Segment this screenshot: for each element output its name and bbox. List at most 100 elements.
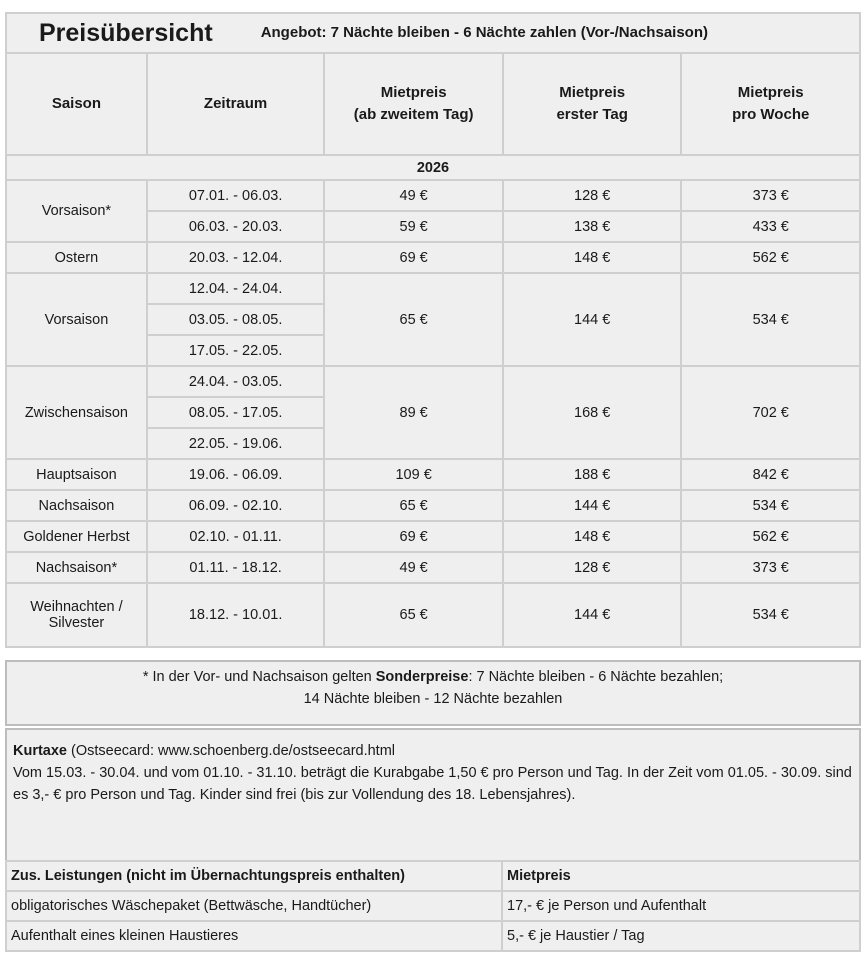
offer-text: Angebot: 7 Nächte bleiben - 6 Nächte zah… (260, 23, 708, 41)
header-zeitraum: Zeitraum (145, 52, 326, 156)
price-week-cell: 534 € (680, 582, 861, 648)
header-line: Mietpreis (380, 84, 447, 101)
note-text: * In der Vor- und Nachsaison gelten (142, 669, 376, 685)
table-row: Ostern 20.03. - 12.04. 69 €148 €562 € (5, 241, 861, 274)
price-week-cell: 534 € (680, 489, 861, 522)
price-day-cell: 69 € (323, 241, 504, 274)
table-row: Zwischensaison 24.04. - 03.05. 89 €168 €70… (5, 365, 861, 460)
header-line: Mietpreis (737, 84, 804, 101)
price-first-cell: 144 € (501, 272, 683, 367)
season-cell: Nachsaison (5, 489, 148, 522)
table-row: 22.05. - 19.06. (6, 427, 860, 460)
service-price: 17,- € je Person und Aufenthalt (501, 890, 861, 922)
period-cell: 02.10. - 01.11. (145, 520, 326, 553)
note-bold: Sonderpreise (375, 669, 469, 685)
period-cell: 22.05. - 19.06. (145, 427, 326, 460)
table-row: Weihnachten / Silvester 18.12. - 10.01. 65 … (5, 582, 861, 648)
price-day-cell: 89 € (323, 365, 504, 460)
header-price-first: Mietpreis erster Tag (501, 52, 683, 156)
price-week-cell: 373 € (680, 551, 861, 584)
price-week-cell: 534 € (680, 272, 861, 367)
header-line: pro Woche (732, 106, 810, 123)
period-cell: 20.03. - 12.04. (145, 241, 326, 274)
services-header-price: Mietpreis (501, 860, 861, 892)
header-line: Mietpreis (559, 84, 626, 101)
header-saison: Saison (5, 52, 148, 156)
price-first-cell: 148 € (501, 241, 683, 274)
price-day-cell: 109 € (323, 458, 504, 491)
season-cell: Weihnachten / Silvester (5, 582, 148, 648)
price-week-cell: 702 € (680, 365, 861, 460)
service-price: 5,- € je Haustier / Tag (501, 920, 861, 952)
price-first-cell: 128 € (501, 551, 683, 584)
service-row: Aufenthalt eines kleinen Haustieres 5,- €… (5, 920, 861, 952)
period-cell: 17.05. - 22.05. (145, 334, 326, 367)
table-row: 17.05. - 22.05. (6, 334, 860, 367)
header-price-day: Mietpreis (ab zweitem Tag) (323, 52, 504, 156)
table-row: Vorsaison 12.04. - 24.04. 65 €144 €534 € (5, 272, 861, 367)
table-row: 08.05. - 17.05. (6, 396, 860, 429)
season-line: Silvester (48, 615, 105, 631)
price-first-cell: 144 € (501, 582, 683, 648)
period-cell: 01.11. - 18.12. (145, 551, 326, 584)
price-first-cell: 168 € (501, 365, 683, 460)
period-cell: 06.03. - 20.03. (145, 210, 326, 243)
price-first-cell: 188 € (501, 458, 683, 491)
period-cell: 03.05. - 08.05. (145, 303, 326, 336)
price-first-cell: 128 € (501, 179, 683, 212)
price-week-cell: 433 € (680, 210, 861, 243)
price-week-cell: 562 € (680, 520, 861, 553)
season-cell: Nachsaison* (5, 551, 148, 584)
year-row: 2026 (5, 154, 861, 181)
period-cell: 19.06. - 06.09. (145, 458, 326, 491)
season-cell: Zwischensaison (5, 365, 148, 460)
kurtaxe-box: Kurtaxe (Ostseecard: www.schoenberg.de/o… (5, 728, 861, 864)
season-line: Weihnachten / (30, 599, 123, 615)
page-title: Preisübersicht (39, 18, 213, 47)
price-first-cell: 138 € (501, 210, 683, 243)
header-price-week: Mietpreis pro Woche (680, 52, 861, 156)
price-first-cell: 148 € (501, 520, 683, 553)
price-day-cell: 49 € (323, 179, 504, 212)
services-header-name: Zus. Leistungen (nicht im Übernachtungsp… (5, 860, 503, 892)
season-cell: Ostern (5, 241, 148, 274)
kurtaxe-link: (Ostseecard: www.schoenberg.de/ostseecar… (67, 743, 396, 759)
table-row: Hauptsaison 19.06. - 06.09. 109 €188 €842 … (5, 458, 861, 491)
note-text: : 7 Nächte bleiben - 6 Nächte bezahlen; (468, 669, 724, 685)
table-row: Vorsaison* 07.01. - 06.03. 49 €128 €373 € (5, 179, 861, 243)
period-cell: 06.09. - 02.10. (145, 489, 326, 522)
price-first-cell: 144 € (501, 489, 683, 522)
note-line2: 14 Nächte bleiben - 12 Nächte bezahlen (303, 691, 563, 707)
price-day-cell: 69 € (323, 520, 504, 553)
kurtaxe-label: Kurtaxe (13, 743, 67, 759)
special-price-note: * In der Vor- und Nachsaison gelten Sond… (5, 660, 861, 726)
season-cell: Vorsaison (5, 272, 148, 367)
price-day-cell: 65 € (323, 272, 504, 367)
services-table: Zus. Leistungen (nicht im Übernachtungsp… (5, 860, 861, 952)
period-cell: 12.04. - 24.04. (145, 272, 326, 305)
price-week-cell: 373 € (680, 179, 861, 212)
table-row: 06.03. - 20.03. 59 €138 €433 € (6, 210, 861, 243)
service-row: obligatorisches Wäschepaket (Bettwäsche,… (5, 890, 861, 922)
price-day-cell: 65 € (323, 582, 504, 648)
price-day-cell: 49 € (323, 551, 504, 584)
price-week-cell: 562 € (680, 241, 861, 274)
table-row: Nachsaison 06.09. - 02.10. 65 €144 €534 € (5, 489, 861, 522)
title-cell: Preisübersicht Angebot: 7 Nächte bleiben … (5, 12, 861, 54)
price-week-cell: 842 € (680, 458, 861, 491)
season-cell: Hauptsaison (5, 458, 148, 491)
period-cell: 24.04. - 03.05. (145, 365, 326, 398)
kurtaxe-text: Vom 15.03. - 30.04. und vom 01.10. - 31.… (13, 765, 852, 803)
table-row: Goldener Herbst 02.10. - 01.11. 69 €148 €5… (5, 520, 861, 553)
services-header: Zus. Leistungen (nicht im Übernachtungsp… (5, 860, 861, 892)
table-row: Nachsaison* 01.11. - 18.12. 49 €128 €373 € (5, 551, 861, 584)
period-cell: 18.12. - 10.01. (145, 582, 326, 648)
season-cell: Vorsaison* (5, 179, 148, 243)
service-name: Aufenthalt eines kleinen Haustieres (5, 920, 503, 952)
price-day-cell: 59 € (323, 210, 504, 243)
header-line: erster Tag (556, 106, 628, 123)
service-name: obligatorisches Wäschepaket (Bettwäsche,… (5, 890, 503, 922)
table-row: 03.05. - 08.05. (6, 303, 860, 336)
period-cell: 07.01. - 06.03. (145, 179, 326, 212)
period-cell: 08.05. - 17.05. (145, 396, 326, 429)
